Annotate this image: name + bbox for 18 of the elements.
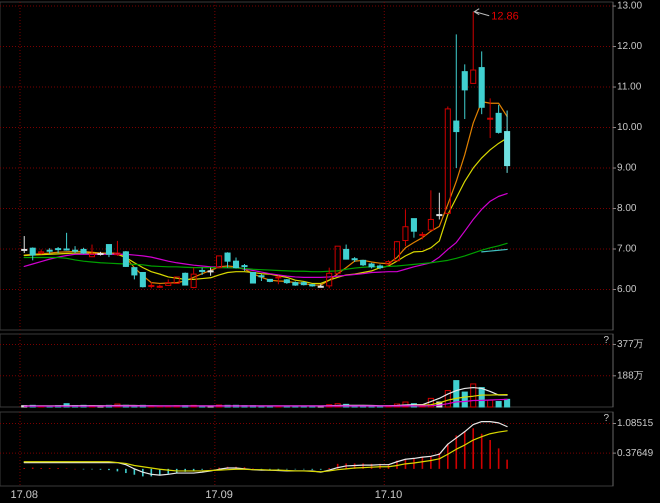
annotation: 12.86 bbox=[491, 10, 519, 23]
y-tick-label: 9.00 bbox=[617, 162, 637, 174]
y-tick-label: 8.00 bbox=[617, 203, 637, 214]
y-tick-label: 6.00 bbox=[617, 284, 637, 296]
y-tick-label: 188万 bbox=[617, 370, 644, 382]
y-tick-label: 13.00 bbox=[617, 0, 642, 12]
text: ? bbox=[603, 335, 610, 346]
x-tick-label: 17.09 bbox=[205, 489, 233, 501]
y-tick-label: 7.00 bbox=[617, 244, 637, 255]
text: ? bbox=[603, 413, 610, 424]
y-tick-label: 377万 bbox=[617, 339, 644, 350]
y-tick-label: 0.37649 bbox=[617, 448, 654, 459]
y-tick-label: 10.00 bbox=[617, 122, 642, 134]
y-tick-label: 12.00 bbox=[617, 41, 642, 52]
y-tick-label: 1.08515 bbox=[617, 418, 654, 430]
x-tick-label: 17.10 bbox=[374, 489, 402, 501]
x-tick-label: 17.08 bbox=[10, 489, 38, 501]
y-tick-label: 11.00 bbox=[617, 82, 642, 93]
